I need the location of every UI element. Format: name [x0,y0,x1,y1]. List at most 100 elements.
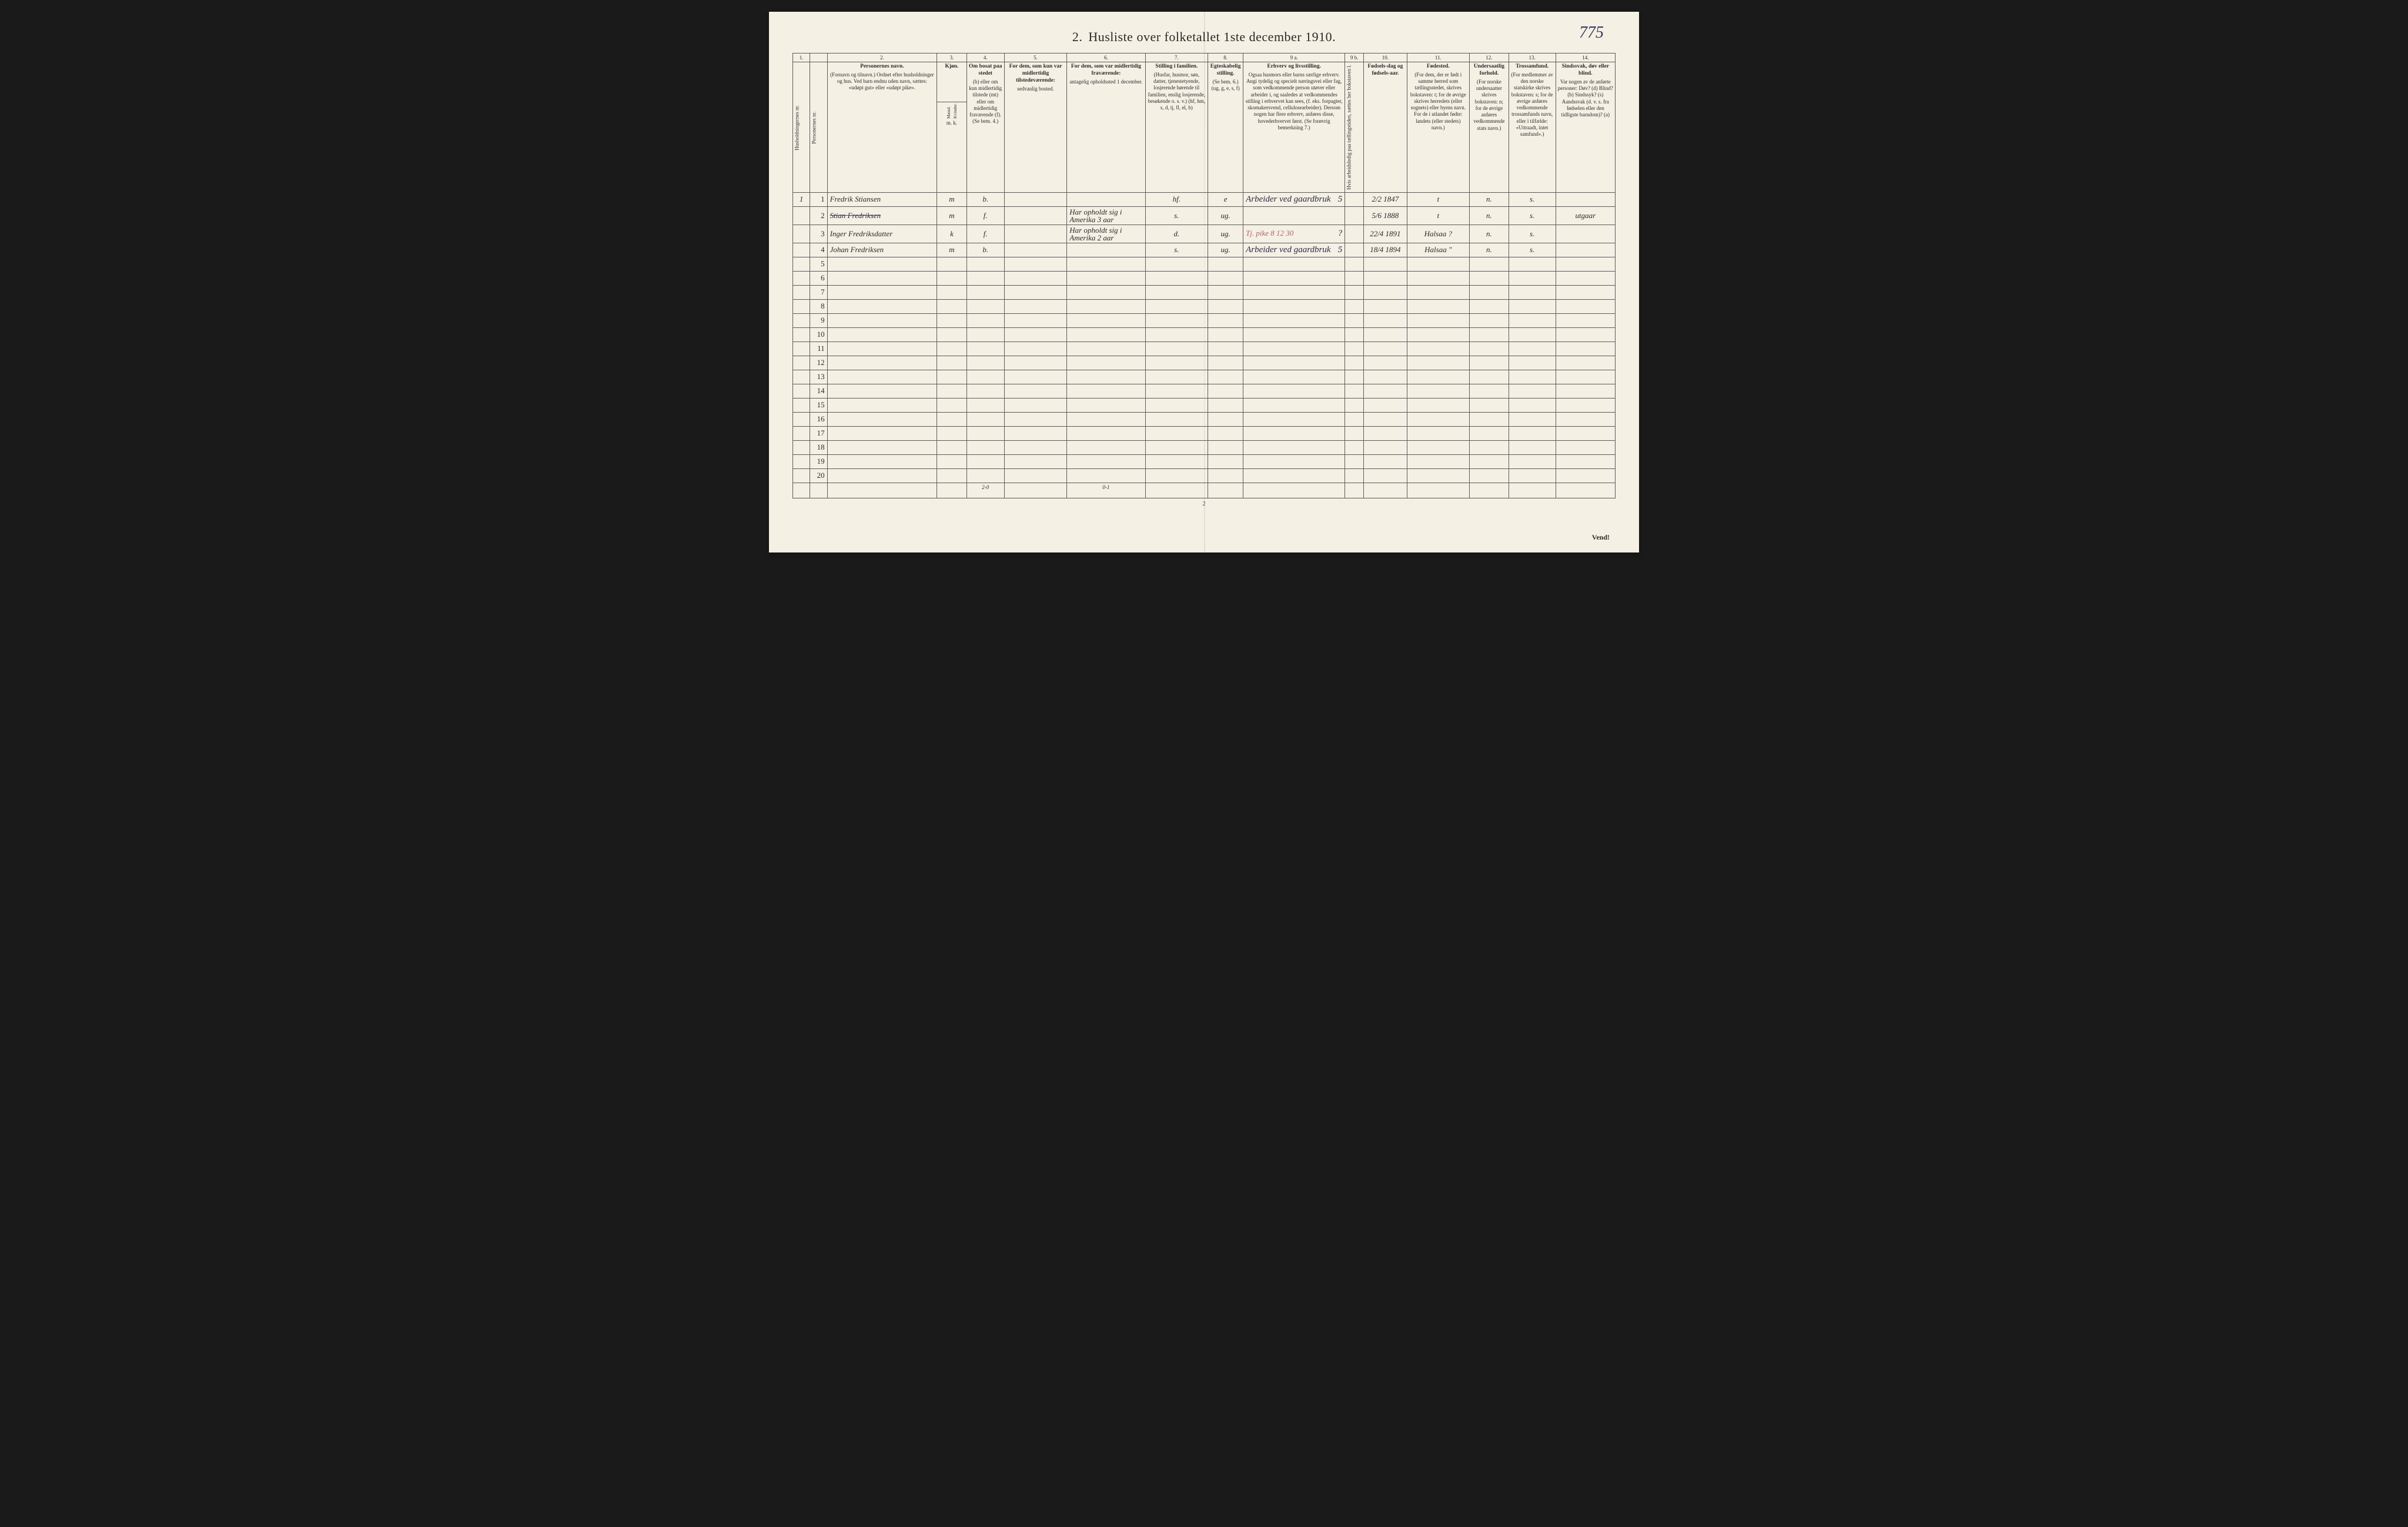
cell-empty [1364,285,1407,299]
cell-nationality: n. [1470,206,1509,225]
cell-empty [1407,384,1470,398]
cell-empty [1345,327,1364,341]
cell-person-nr: 5 [810,257,827,271]
cell-family-pos: s. [1145,206,1208,225]
page-title: 2.Husliste over folketallet 1ste decembe… [792,29,1616,45]
cell-empty [1208,271,1243,285]
cell-empty [827,299,937,313]
column-number: 3. [937,53,967,62]
cell-empty [966,285,1004,299]
census-table: 1.2.3.4.5.6.7.8.9 a.9 b.10.11.12.13.14. … [792,53,1616,498]
cell-empty [937,341,967,356]
cell-empty [1407,356,1470,370]
cell-empty [1243,327,1345,341]
cell-empty [1067,341,1145,356]
table-row-empty: 5 [793,257,1616,271]
cell-empty [1004,313,1067,327]
cell-occupation: Arbeider ved gaardbruk5 [1243,192,1345,206]
cell-empty [1345,398,1364,412]
cell-empty [1407,313,1470,327]
cell-empty [1004,454,1067,468]
cell-person-nr: 2 [810,206,827,225]
cell-empty [1208,468,1243,483]
cell-person-nr: 4 [810,243,827,257]
cell-empty [827,454,937,468]
cell-empty [1364,384,1407,398]
cell-empty [1243,468,1345,483]
cell-empty [1509,384,1556,398]
table-row: 11Fredrik Stiansenmb.hf.eArbeider ved ga… [793,192,1616,206]
cell-empty [937,370,967,384]
cell-nationality: n. [1470,243,1509,257]
cell-empty [937,426,967,440]
table-row-empty: 11 [793,341,1616,356]
cell-empty [966,384,1004,398]
header-family-position: Stilling i familien. (Husfar, husmor, sø… [1145,62,1208,193]
cell-disability: utgaar [1556,206,1615,225]
cell-empty [1004,299,1067,313]
cell-empty [1407,327,1470,341]
cell-empty [1145,454,1208,468]
cell-empty [1407,468,1470,483]
cell-sex: k [937,225,967,243]
cell-empty [966,356,1004,370]
cell-nationality: n. [1470,192,1509,206]
cell-empty [1470,384,1509,398]
cell-person-nr: 9 [810,313,827,327]
cell-occupation: Tj. pike 8 12 30? [1243,225,1345,243]
cell-empty [1407,426,1470,440]
cell-empty [1243,426,1345,440]
cell-empty [1004,285,1067,299]
cell-family-pos: d. [1145,225,1208,243]
cell-household [793,356,810,370]
cell-empty [1208,370,1243,384]
cell-empty [1407,440,1470,454]
cell-empty [1067,384,1145,398]
cell-household [793,257,810,271]
cell-empty [1243,440,1345,454]
cell-birthplace: t [1407,192,1470,206]
cell-empty [1004,370,1067,384]
cell-empty [1509,313,1556,327]
cell-empty [1145,356,1208,370]
cell-empty [1345,468,1364,483]
cell-residence: b. [966,243,1004,257]
cell-empty [1208,398,1243,412]
cell-empty [1243,398,1345,412]
column-number: 5. [1004,53,1067,62]
cell-empty [1345,299,1364,313]
cell-empty [1145,468,1208,483]
cell-marital: e [1208,192,1243,206]
header-unemployed: Hvis arbeidsledig paa tællingstiden, sæt… [1345,62,1364,193]
cell-empty [937,285,967,299]
cell-empty [1556,313,1615,327]
cell-household [793,412,810,426]
cell-temp-present [1004,225,1067,243]
column-number: 8. [1208,53,1243,62]
cell-empty [1145,370,1208,384]
cell-household [793,225,810,243]
cell-empty [1556,299,1615,313]
cell-empty [966,257,1004,271]
cell-household [793,370,810,384]
header-marital: Egteskabelig stilling. (Se bem. 6.) (ug,… [1208,62,1243,193]
cell-temp-present [1004,243,1067,257]
cell-empty [1407,454,1470,468]
column-number: 4. [966,53,1004,62]
cell-empty [1509,341,1556,356]
cell-empty [1067,426,1145,440]
cell-empty [1509,356,1556,370]
cell-family-pos: hf. [1145,192,1208,206]
cell-empty [1556,426,1615,440]
cell-empty [1243,356,1345,370]
column-number: 1. [793,53,810,62]
cell-empty [1509,426,1556,440]
cell-empty [1470,454,1509,468]
table-row-empty: 14 [793,384,1616,398]
cell-person-nr: 17 [810,426,827,440]
cell-household [793,271,810,285]
cell-person-nr: 3 [810,225,827,243]
cell-sex: m [937,192,967,206]
header-person-nr: Personernes nr. [810,62,827,193]
table-row-empty: 7 [793,285,1616,299]
